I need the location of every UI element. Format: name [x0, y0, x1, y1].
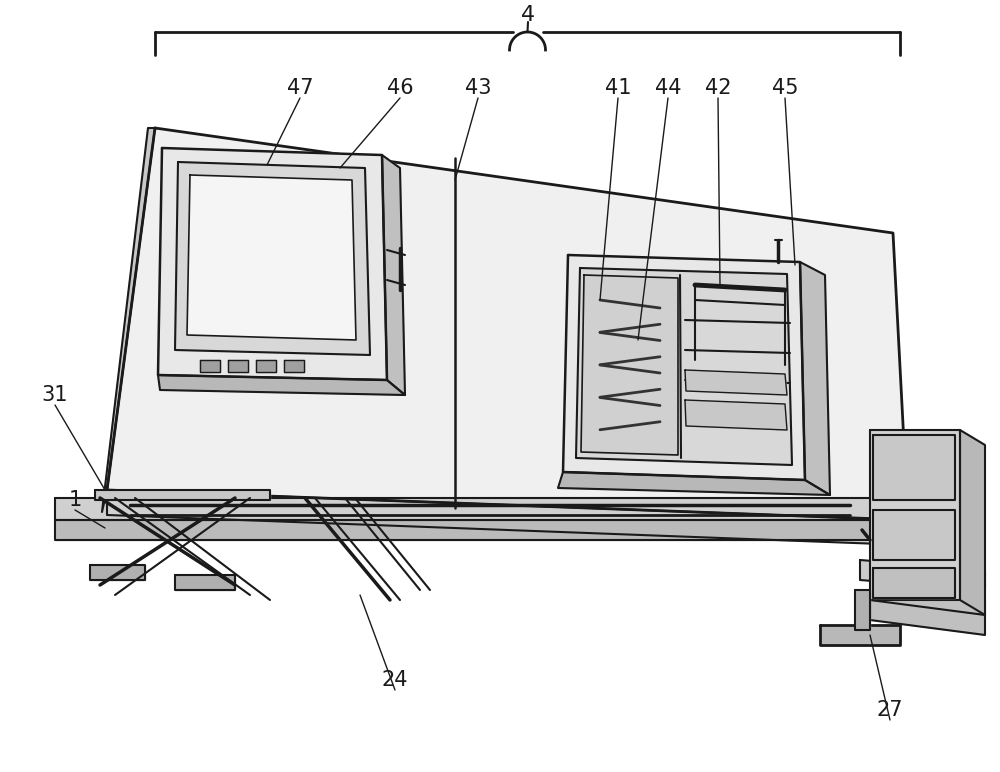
- Polygon shape: [55, 520, 912, 540]
- Polygon shape: [95, 490, 270, 500]
- Polygon shape: [860, 590, 985, 615]
- Polygon shape: [558, 472, 830, 495]
- Polygon shape: [685, 370, 787, 395]
- Polygon shape: [228, 360, 248, 372]
- Polygon shape: [187, 175, 356, 340]
- Polygon shape: [870, 430, 960, 600]
- Polygon shape: [175, 162, 370, 355]
- Polygon shape: [158, 375, 405, 395]
- Polygon shape: [873, 510, 955, 560]
- Polygon shape: [200, 360, 220, 372]
- Polygon shape: [873, 435, 955, 500]
- Text: 4: 4: [521, 5, 535, 25]
- Text: 44: 44: [655, 78, 681, 98]
- Text: 47: 47: [287, 78, 313, 98]
- Polygon shape: [800, 262, 830, 495]
- Polygon shape: [576, 268, 792, 465]
- Text: 43: 43: [465, 78, 491, 98]
- Text: 46: 46: [387, 78, 413, 98]
- Polygon shape: [284, 360, 304, 372]
- Text: 1: 1: [68, 490, 82, 510]
- Text: 27: 27: [877, 700, 903, 720]
- Text: 45: 45: [772, 78, 798, 98]
- Polygon shape: [107, 490, 908, 545]
- Polygon shape: [685, 400, 787, 430]
- Polygon shape: [256, 360, 276, 372]
- Polygon shape: [873, 568, 955, 598]
- Text: 31: 31: [42, 385, 68, 405]
- Polygon shape: [855, 590, 870, 630]
- Polygon shape: [820, 625, 900, 645]
- Polygon shape: [563, 255, 805, 480]
- Polygon shape: [90, 565, 145, 580]
- Text: 41: 41: [605, 78, 631, 98]
- Polygon shape: [382, 155, 405, 395]
- Polygon shape: [960, 430, 985, 615]
- Polygon shape: [102, 128, 155, 512]
- Text: 24: 24: [382, 670, 408, 690]
- Polygon shape: [870, 600, 985, 635]
- Polygon shape: [175, 575, 235, 590]
- Polygon shape: [55, 498, 912, 520]
- Polygon shape: [581, 275, 678, 455]
- Polygon shape: [158, 148, 387, 380]
- Text: 42: 42: [705, 78, 731, 98]
- Polygon shape: [860, 560, 985, 590]
- Polygon shape: [107, 128, 908, 520]
